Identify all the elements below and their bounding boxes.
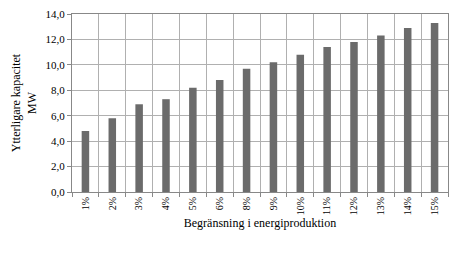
svg-text:2%: 2% (107, 197, 118, 210)
svg-text:12,0: 12,0 (46, 33, 66, 45)
svg-text:8,0: 8,0 (51, 84, 65, 96)
svg-text:4,0: 4,0 (51, 135, 65, 147)
svg-text:10%: 10% (295, 197, 306, 215)
svg-text:13%: 13% (375, 197, 386, 215)
svg-text:8%: 8% (241, 197, 252, 210)
svg-text:14,0: 14,0 (46, 8, 66, 20)
svg-text:Ytterligare kapacitetMW: Ytterligare kapacitetMW (9, 53, 39, 152)
svg-text:3%: 3% (133, 197, 144, 210)
svg-text:Begränsning i energiproduktion: Begränsning i energiproduktion (184, 216, 336, 230)
svg-text:6,0: 6,0 (51, 110, 65, 122)
svg-text:15%: 15% (429, 197, 440, 215)
svg-text:10,0: 10,0 (46, 59, 66, 71)
svg-text:2,0: 2,0 (51, 160, 65, 172)
svg-text:1%: 1% (80, 197, 91, 210)
svg-text:5%: 5% (187, 197, 198, 210)
svg-text:12%: 12% (348, 197, 359, 215)
svg-text:0,0: 0,0 (51, 186, 65, 198)
svg-text:6%: 6% (214, 197, 225, 210)
svg-text:14%: 14% (402, 197, 413, 215)
svg-text:11%: 11% (321, 197, 332, 215)
svg-text:9%: 9% (268, 197, 279, 210)
svg-text:4%: 4% (160, 197, 171, 210)
